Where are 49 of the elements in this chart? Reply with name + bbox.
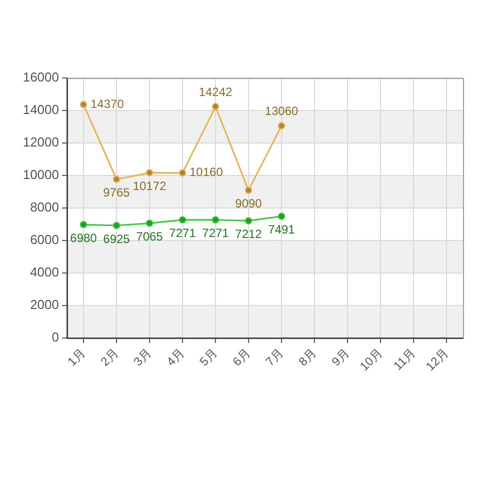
point — [244, 186, 252, 194]
data-label: 7491 — [268, 222, 296, 237]
point — [212, 216, 220, 224]
y-tick-label: 8000 — [30, 200, 59, 215]
x-tick-label: 8月 — [296, 346, 319, 369]
data-label: 9765 — [103, 186, 130, 200]
data-label: 10172 — [132, 179, 167, 194]
point — [278, 122, 286, 130]
data-label: 14370 — [90, 96, 124, 111]
point — [212, 102, 220, 110]
point — [112, 222, 120, 230]
y-tick-label: 4000 — [30, 264, 59, 280]
x-tick-label: 10月 — [357, 346, 385, 374]
y-tick-label: 0 — [52, 330, 59, 345]
point — [146, 169, 154, 176]
data-label: 7271 — [202, 226, 230, 240]
y-tick-label: 6000 — [30, 232, 59, 248]
data-label: 7271 — [169, 226, 196, 240]
y-tick-label: 10000 — [22, 167, 59, 182]
x-tick-label: 12月 — [423, 346, 451, 374]
x-tick-label: 4月 — [164, 346, 187, 369]
x-tick-label: 9月 — [328, 346, 352, 369]
x-tick-label: 11月 — [390, 346, 418, 373]
data-label: 14242 — [198, 84, 233, 99]
y-tick-label: 16000 — [22, 70, 59, 85]
x-tick-label: 6月 — [230, 346, 253, 369]
point — [244, 217, 252, 224]
data-label: 6980 — [70, 230, 98, 245]
y-tick-label: 14000 — [22, 102, 59, 118]
data-label: 13060 — [264, 104, 299, 118]
point — [112, 176, 120, 183]
data-label: 7065 — [136, 230, 164, 244]
data-label: 9090 — [235, 196, 262, 211]
y-tick-label: 12000 — [22, 134, 59, 150]
data-label: 6925 — [103, 232, 130, 246]
point — [80, 220, 88, 228]
data-label: 10160 — [189, 165, 224, 180]
y-tick-label: 2000 — [30, 297, 59, 312]
x-tick-label: 3月 — [130, 346, 154, 369]
point — [178, 169, 186, 176]
x-tick-label: 1月 — [64, 346, 88, 369]
x-tick-label: 2月 — [98, 346, 121, 369]
point — [278, 212, 286, 220]
x-tick-label: 7月 — [262, 346, 286, 369]
point — [80, 100, 88, 108]
point — [178, 216, 186, 224]
point — [146, 220, 154, 227]
x-tick-label: 5月 — [196, 346, 220, 369]
data-label: 7212 — [235, 227, 262, 242]
